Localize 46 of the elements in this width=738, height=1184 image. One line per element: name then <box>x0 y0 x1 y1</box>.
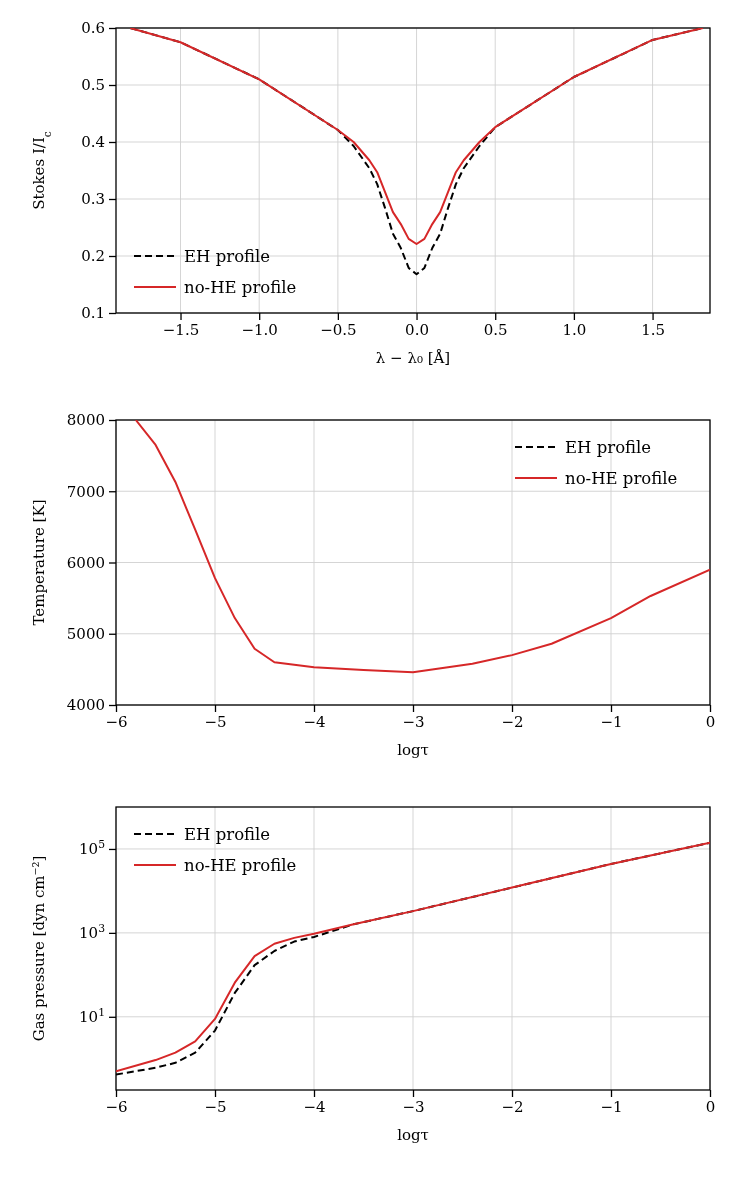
x-tick-label: 1.0 <box>562 320 587 339</box>
x-tick-label: −2 <box>501 712 524 731</box>
x-axis-title: λ − λ₀ [Å] <box>375 349 451 367</box>
x-tick-label: −3 <box>402 1097 425 1116</box>
x-tick-label: −1.0 <box>241 320 278 339</box>
y-tick-label: 0.4 <box>81 133 105 152</box>
x-tick-label: −0.5 <box>320 320 357 339</box>
y-tick-label: 0.3 <box>81 190 105 209</box>
x-tick-label: −6 <box>105 712 128 731</box>
y-tick-label: 8000 <box>66 411 105 430</box>
x-tick-label: 1.5 <box>641 320 665 339</box>
legend-label: no-HE profile <box>184 278 297 297</box>
legend-label: EH profile <box>565 438 652 457</box>
legend-label: no-HE profile <box>184 856 297 875</box>
y-tick-label: 0.6 <box>81 19 105 38</box>
y-tick-label: 7000 <box>66 482 105 501</box>
x-tick-label: −1 <box>600 712 623 731</box>
y-tick-label: 0.1 <box>81 304 105 323</box>
x-axis-title: logτ <box>397 1126 429 1144</box>
y-tick-label: 4000 <box>66 696 105 715</box>
legend-label: no-HE profile <box>565 469 678 488</box>
x-tick-label: 0.0 <box>405 320 429 339</box>
y-tick-label: 0.5 <box>81 76 105 95</box>
x-tick-label: −2 <box>501 1097 524 1116</box>
y-tick-label: 10$^{3}$ <box>79 921 106 943</box>
x-axis-title: logτ <box>397 741 429 759</box>
x-tick-label: −4 <box>303 712 326 731</box>
x-tick-label: −1.5 <box>162 320 200 339</box>
x-tick-label: −6 <box>105 1097 128 1116</box>
x-tick-label: 0 <box>705 712 716 731</box>
x-tick-label: −5 <box>204 712 227 731</box>
y-axis-title: Gas pressure [dyn cm⁻²] <box>30 855 48 1042</box>
y-tick-label: 10$^{1}$ <box>79 1005 105 1027</box>
x-tick-label: −5 <box>204 1097 227 1116</box>
y-tick-label: 10$^{5}$ <box>79 837 106 859</box>
y-tick-label: 6000 <box>66 553 105 572</box>
y-axis-title: Temperature [K] <box>30 499 48 626</box>
x-tick-label: 0.5 <box>483 320 508 339</box>
x-tick-label: 0 <box>705 1097 716 1116</box>
x-tick-label: −1 <box>600 1097 623 1116</box>
legend-label: EH profile <box>184 825 271 844</box>
x-tick-label: −4 <box>303 1097 326 1116</box>
legend-label: EH profile <box>184 247 271 266</box>
x-tick-label: −3 <box>402 712 425 731</box>
y-tick-label: 0.2 <box>81 247 105 266</box>
y-tick-label: 5000 <box>66 625 105 644</box>
